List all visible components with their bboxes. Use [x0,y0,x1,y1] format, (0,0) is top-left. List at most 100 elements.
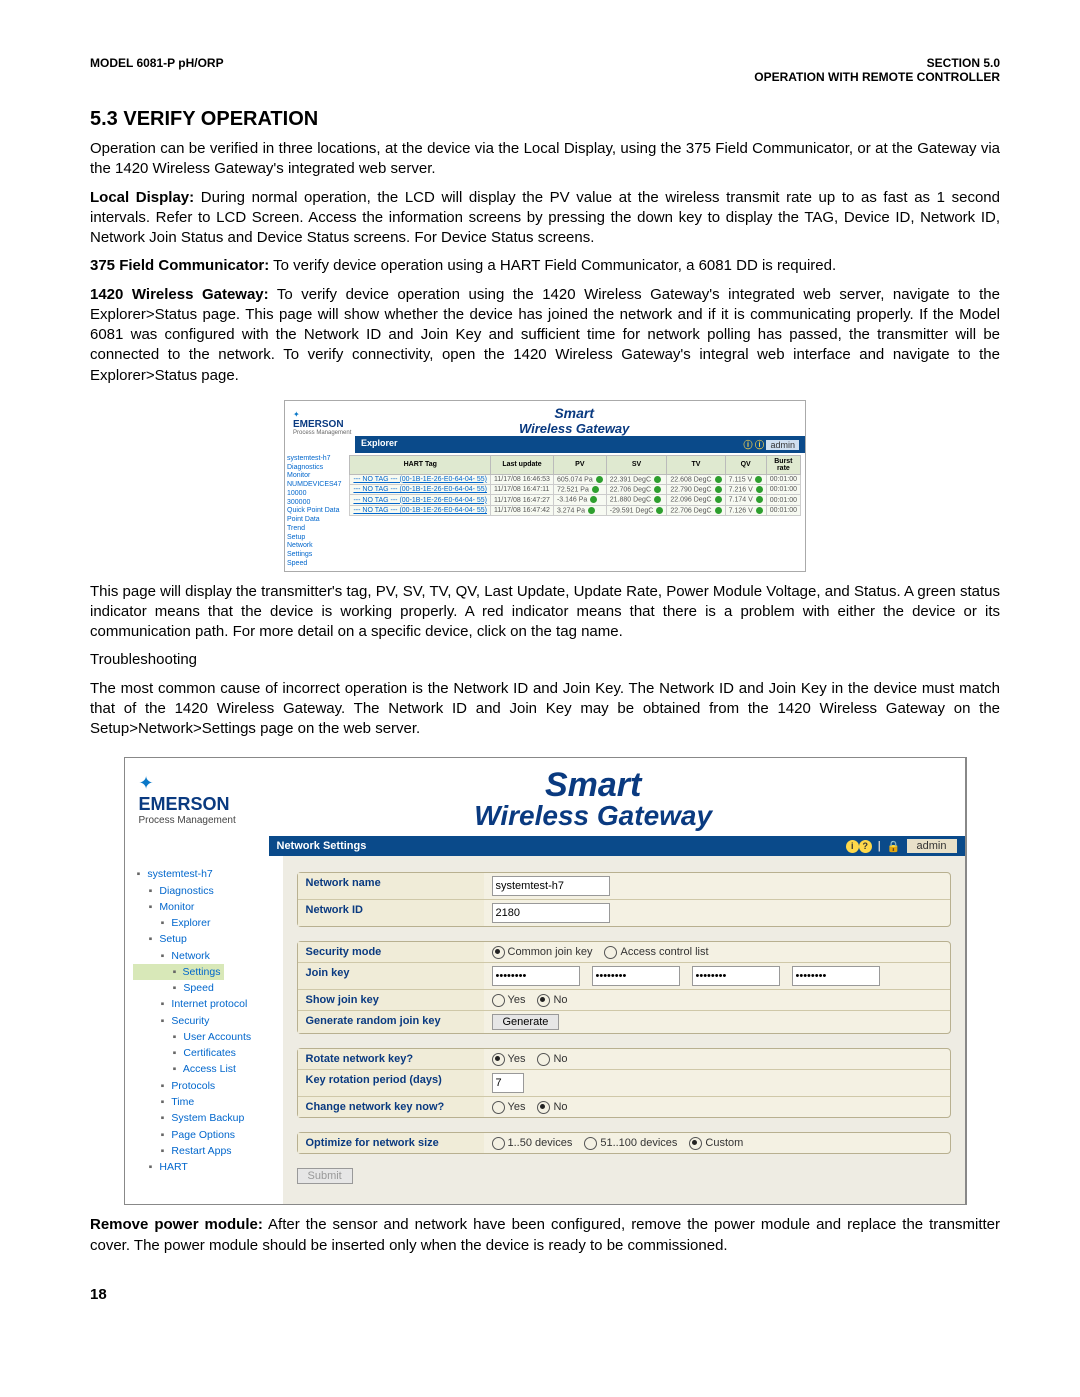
tree-item[interactable]: ▪ System Backup [133,1110,277,1126]
table-row[interactable]: --- NO TAG --- (00-1B-1E-26-E0-64-04- 55… [350,495,801,505]
input-network-id[interactable] [492,903,610,923]
emerson-logo-2: EMERSON [139,794,236,815]
tree-icon: ▪ [157,915,169,931]
tree-icon: ▪ [157,1078,169,1094]
radio-size-3[interactable]: Custom [689,1137,743,1150]
gateway-status-screenshot: ✦ EMERSON Process Management Smart Wirel… [284,400,806,572]
tree-icon: ▪ [157,1127,169,1143]
gateway-para: 1420 Wireless Gateway: To verify device … [90,285,1000,386]
tree-icon: ▪ [157,1094,169,1110]
tree-icon: ▪ [157,1143,169,1159]
info-icon[interactable]: i [846,840,859,853]
explorer-nav[interactable]: systemtest-h7DiagnosticsMonitorNUMDEVICE… [285,453,349,571]
tree-item[interactable]: ▪ Internet protocol [133,996,277,1012]
generate-button[interactable]: Generate [492,1014,560,1030]
local-display-para: Local Display: During normal operation, … [90,188,1000,249]
radio-size-1[interactable]: 1..50 devices [492,1137,573,1150]
tree-item[interactable]: ▪ Security [133,1013,277,1029]
header-right-2: OPERATION WITH REMOTE CONTROLLER [754,70,1000,84]
status-explain-para: This page will display the transmitter's… [90,582,1000,643]
tree-item[interactable]: ▪ Time [133,1094,277,1110]
intro-para: Operation can be verified in three locat… [90,139,1000,180]
radio-size-2[interactable]: 51..100 devices [584,1137,677,1150]
tree-icon: ▪ [157,1013,169,1029]
section-heading: 5.3 VERIFY OPERATION [90,108,1000,131]
label-change-key-now: Change network key now? [298,1097,484,1117]
submit-button[interactable]: Submit [297,1168,353,1184]
nav-item[interactable]: Diagnostics [287,464,347,473]
table-row[interactable]: --- NO TAG --- (00-1B-1E-26-E0-64-04- 55… [350,485,801,495]
nav-item[interactable]: Setup [287,534,347,543]
tree-item[interactable]: ▪ Certificates [133,1045,277,1061]
remove-power-para: Remove power module: After the sensor an… [90,1215,1000,1256]
device-status-table: HART TagLast updatePVSVTVQVBurst rate --… [349,455,801,516]
page-header: MODEL 6081-P pH/ORP SECTION 5.0 OPERATIO… [90,56,1000,84]
fc-text: To verify device operation using a HART … [269,257,836,274]
nav-item[interactable]: Speed [287,560,347,569]
label-rotate-key: Rotate network key? [298,1049,484,1069]
input-join-key-4[interactable] [792,966,880,986]
tree-icon: ▪ [169,1029,181,1045]
tree-item[interactable]: ▪ Setup [133,931,277,947]
label-optimize-size: Optimize for network size [298,1133,484,1153]
network-settings-screenshot: ✦ EMERSON Process Management Smart Wirel… [124,757,967,1205]
tree-item[interactable]: ▪ Network [133,948,277,964]
radio-rotate-no[interactable]: No [537,1053,567,1066]
input-join-key-2[interactable] [592,966,680,986]
radio-rotate-yes[interactable]: Yes [492,1053,526,1066]
input-join-key-3[interactable] [692,966,780,986]
radio-show-yes[interactable]: Yes [492,994,526,1007]
tree-item[interactable]: ▪ Page Options [133,1127,277,1143]
radio-change-yes[interactable]: Yes [492,1101,526,1114]
label-join-key: Join key [298,963,484,989]
nav-item[interactable]: Network [287,542,347,551]
tree-item[interactable]: ▪ Monitor [133,899,277,915]
nav-item[interactable]: Trend [287,525,347,534]
nav-item[interactable]: 300000 [287,499,347,508]
settings-nav-tree[interactable]: ▪ systemtest-h7▪ Diagnostics▪ Monitor▪ E… [125,856,283,1204]
radio-change-no[interactable]: No [537,1101,567,1114]
tree-item[interactable]: ▪ Explorer [133,915,277,931]
radio-show-no[interactable]: No [537,994,567,1007]
tree-icon: ▪ [169,980,181,996]
tree-item[interactable]: ▪ User Accounts [133,1029,277,1045]
tree-item[interactable]: ▪ systemtest-h7 [133,866,277,882]
emerson-logo: EMERSON [293,419,351,430]
nav-item[interactable]: Monitor [287,472,347,481]
nav-item[interactable]: 10000 [287,490,347,499]
local-text: During normal operation, the LCD will di… [90,189,1000,247]
radio-common-join-key[interactable]: Common join key [492,946,593,959]
label-network-id: Network ID [298,900,484,926]
tree-item[interactable]: ▪ Access List [133,1061,277,1077]
input-rotation-period[interactable] [492,1073,524,1093]
local-label: Local Display: [90,189,194,206]
label-show-join-key: Show join key [298,990,484,1010]
tree-item[interactable]: ▪ HART [133,1159,277,1175]
header-left: MODEL 6081-P pH/ORP [90,56,224,84]
table-row[interactable]: --- NO TAG --- (00-1B-1E-26-E0-64-04- 55… [350,505,801,515]
nav-item[interactable]: NUMDEVICES47 [287,481,347,490]
radio-access-control-list[interactable]: Access control list [604,946,708,959]
explorer-bar-label: Explorer [361,438,398,451]
help-icon[interactable]: ? [859,840,872,853]
tree-icon: ▪ [145,899,157,915]
tree-item[interactable]: ▪ Restart Apps [133,1143,277,1159]
nav-item[interactable]: Settings [287,551,347,560]
tree-item[interactable]: ▪ Speed [133,980,277,996]
tree-icon: ▪ [133,866,145,882]
label-network-name: Network name [298,873,484,899]
tree-icon: ▪ [157,996,169,1012]
input-join-key-1[interactable] [492,966,580,986]
table-row[interactable]: --- NO TAG --- (00-1B-1E-26-E0-64-04- 55… [350,474,801,484]
troubleshooting-heading: Troubleshooting [90,650,1000,670]
tree-icon: ▪ [169,964,181,980]
input-network-name[interactable] [492,876,610,896]
nav-item[interactable]: Point Data [287,516,347,525]
tree-item[interactable]: ▪ Settings [133,964,225,980]
tree-item[interactable]: ▪ Protocols [133,1078,277,1094]
nav-item[interactable]: Quick Point Data [287,507,347,516]
form-group-2: Security mode Common join key Access con… [297,941,951,1034]
tree-icon: ▪ [145,883,157,899]
nav-item[interactable]: systemtest-h7 [287,455,347,464]
tree-item[interactable]: ▪ Diagnostics [133,883,277,899]
